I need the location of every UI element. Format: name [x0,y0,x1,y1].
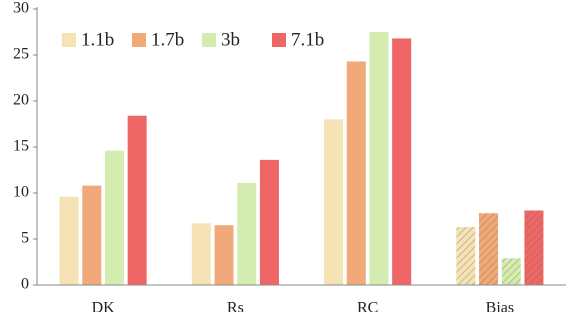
y-tick-label: 10 [13,184,29,201]
x-tick-label: RC [357,300,378,312]
y-tick-label: 0 [21,276,29,293]
legend-label: 3b [221,29,240,50]
legend-swatch [202,33,216,47]
bar [501,258,521,285]
y-tick-label: 30 [13,0,29,17]
legend-label: 1.1b [81,29,114,50]
bar [214,225,234,285]
bar [479,213,499,285]
bar [59,196,79,285]
bar [104,150,124,285]
y-tick-label: 20 [13,92,29,109]
y-tick-label: 25 [13,46,29,63]
legend-label: 7.1b [291,29,324,50]
legend-swatch [272,33,286,47]
legend-label: 1.7b [151,29,184,50]
bar [259,159,279,285]
bar [392,38,412,285]
x-tick-label: Bias [486,300,514,312]
bar [524,210,544,285]
legend-swatch [62,33,76,47]
bar [324,119,344,286]
x-tick-label: Rs [227,300,244,312]
x-tick-label: DK [92,300,116,312]
y-tick-label: 15 [13,138,29,155]
bar [127,115,147,285]
bar [82,185,102,285]
bar [369,32,389,285]
y-tick-label: 5 [21,230,29,247]
bar [346,61,366,285]
bar [456,227,476,285]
bar [191,223,211,285]
bar [237,182,257,285]
legend-swatch [132,33,146,47]
